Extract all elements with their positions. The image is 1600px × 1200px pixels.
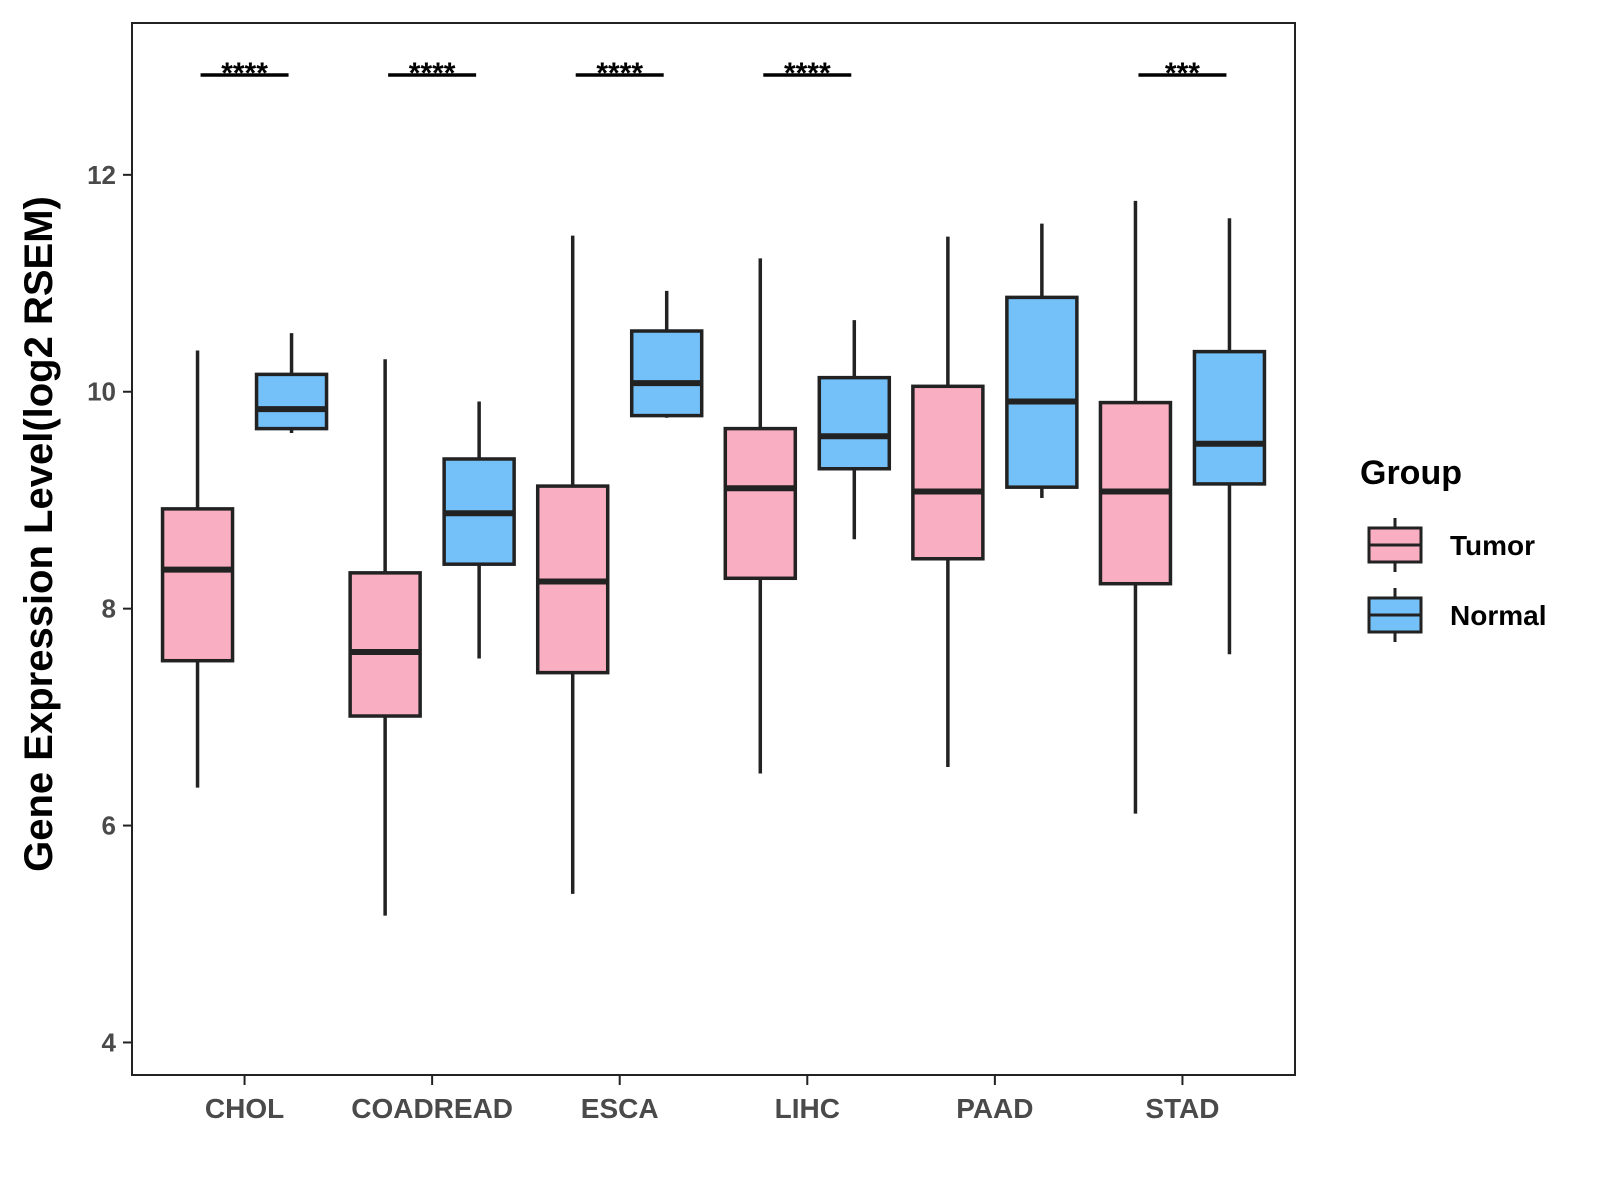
y-tick-label: 12 <box>87 160 116 190</box>
box-tumor-esca <box>535 235 610 894</box>
box-normal-lihc <box>817 320 892 540</box>
x-tick-label-coadread: COADREAD <box>351 1093 513 1124</box>
significance-layer: **** **** **** **** *** <box>200 57 1227 90</box>
box-body <box>254 372 329 431</box>
legend-title: Group <box>1360 454 1462 492</box>
y-tick-label: 4 <box>102 1027 117 1057</box>
box-body <box>348 571 422 718</box>
x-tick-label-lihc: LIHC <box>775 1093 840 1124</box>
x-tick-label-stad: STAD <box>1145 1093 1219 1124</box>
x-tick-label-paad: PAAD <box>956 1093 1033 1124</box>
box-body <box>911 384 985 561</box>
boxes-layer <box>160 200 1267 916</box>
significance-stad: *** <box>1138 57 1227 90</box>
box-normal-coadread <box>442 401 516 659</box>
box-body <box>1005 295 1079 489</box>
box-body <box>160 507 235 663</box>
y-axis: 4 6 8 10 12 <box>87 160 132 1057</box>
significance-esca: **** <box>575 57 664 90</box>
y-tick-label: 10 <box>87 377 116 407</box>
significance-label: **** <box>221 57 268 90</box>
x-tick-label-esca: ESCA <box>581 1093 659 1124</box>
significance-chol: **** <box>200 57 289 90</box>
legend-label: Normal <box>1450 600 1546 631</box>
box-tumor-chol <box>160 350 235 788</box>
significance-label: *** <box>1165 57 1200 90</box>
y-tick-label: 6 <box>102 811 116 841</box>
box-body <box>723 426 798 581</box>
y-axis-title: Gene Expression Level(log2 RSEM) <box>17 196 61 872</box>
y-tick-label: 8 <box>102 594 116 624</box>
box-tumor-paad <box>911 236 985 767</box>
box-body <box>1192 349 1267 486</box>
box-normal-stad <box>1192 218 1267 655</box>
box-normal-chol <box>254 333 329 433</box>
box-body <box>629 329 704 418</box>
box-tumor-stad <box>1098 200 1173 814</box>
significance-label: **** <box>596 57 643 90</box>
significance-label: **** <box>784 57 831 90</box>
legend-entries: Tumor Normal <box>1367 518 1546 642</box>
legend-label: Tumor <box>1450 530 1535 561</box>
significance-coadread: **** <box>388 57 477 90</box>
x-tick-label-chol: CHOL <box>205 1093 284 1124</box>
box-normal-esca <box>629 290 704 418</box>
significance-label: **** <box>409 57 456 90</box>
box-normal-paad <box>1005 223 1079 499</box>
significance-lihc: **** <box>763 57 852 90</box>
legend-entry-tumor: Tumor <box>1367 518 1535 572</box>
box-body <box>817 375 892 471</box>
legend: Group Tumor Normal <box>1360 454 1546 642</box>
box-tumor-lihc <box>723 258 798 774</box>
box-tumor-coadread <box>348 359 422 916</box>
legend-entry-normal: Normal <box>1367 588 1546 642</box>
plot-panel <box>131 22 1296 1076</box>
x-axis: CHOL COADREAD ESCA LIHC PAAD STAD <box>205 1075 1220 1124</box>
